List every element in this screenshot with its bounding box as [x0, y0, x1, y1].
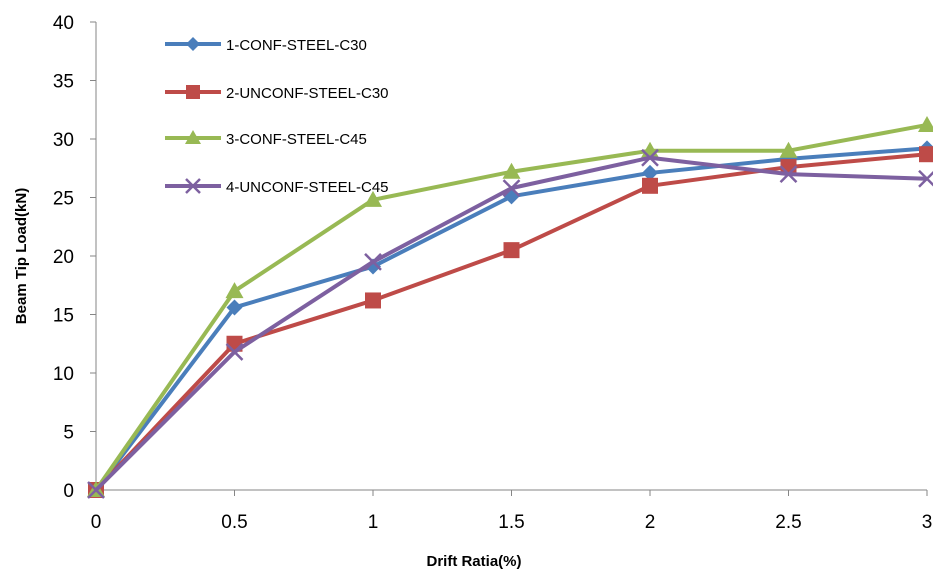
y-tick-label: 40 — [53, 13, 74, 34]
y-tick-label: 15 — [53, 306, 74, 327]
x-marker-stroke — [918, 171, 933, 188]
legend-marker — [185, 130, 201, 144]
x-tick-label: 0 — [91, 512, 102, 533]
y-tick-label: 20 — [53, 247, 74, 268]
y-tick-label: 30 — [53, 130, 74, 151]
data-point — [502, 162, 521, 179]
x-tick-label: 2 — [645, 512, 656, 533]
x-tick-label: 1.5 — [498, 512, 524, 533]
series-line — [94, 122, 928, 492]
legend-marker — [185, 178, 201, 194]
data-point — [365, 292, 381, 309]
data-point — [919, 146, 933, 163]
x-marker-stroke — [779, 165, 798, 183]
legend-label: 4-UNCONF-STEEL-C45 — [226, 179, 389, 196]
data-point — [226, 299, 243, 316]
y-axis-title: Beam Tip Load(kN) — [13, 188, 30, 324]
legend-marker — [186, 85, 200, 99]
data-point — [225, 282, 244, 299]
data-point — [642, 164, 658, 181]
x-tick-label: 1 — [368, 512, 379, 533]
x-marker-stroke — [87, 481, 105, 499]
data-point — [642, 177, 658, 194]
legend-item: 3-CONF-STEEL-C45 — [165, 130, 367, 148]
x-tick-label: 0.5 — [221, 512, 247, 533]
data-point — [918, 115, 933, 132]
data-point — [779, 165, 798, 183]
x-tick-label: 3 — [922, 512, 933, 533]
data-point — [779, 141, 798, 158]
data-point — [87, 481, 105, 499]
x-marker-stroke — [641, 148, 659, 167]
data-point — [225, 343, 244, 361]
data-point — [641, 148, 659, 167]
x-marker-stroke — [185, 178, 201, 194]
data-point — [503, 242, 520, 259]
y-tick-label: 5 — [63, 423, 74, 444]
x-marker-stroke — [364, 252, 382, 271]
y-tick-label: 25 — [53, 189, 74, 210]
y-tick-label: 35 — [53, 72, 74, 93]
series-layer — [87, 115, 933, 499]
axes: 0 5 10 15 20 25 30 35 40 0 0.5 1 1.5 2 2.5 3 — [53, 13, 932, 533]
x-axis-title: Drift Ratia(%) — [426, 553, 521, 570]
series-4 — [87, 148, 933, 499]
y-tick-label: 0 — [63, 481, 74, 502]
legend: 1-CONF-STEEL-C30 2-UNCONF-STEEL-C30 3-CONF… — [165, 37, 389, 196]
legend-label: 1-CONF-STEEL-C30 — [226, 37, 367, 54]
legend-label: 2-UNCONF-STEEL-C30 — [226, 85, 389, 102]
data-point — [918, 169, 933, 188]
series-line — [94, 152, 928, 492]
y-tick-label: 10 — [53, 364, 74, 385]
legend-item: 1-CONF-STEEL-C30 — [165, 37, 367, 54]
x-tick-label: 2.5 — [775, 512, 801, 533]
legend-item: 4-UNCONF-STEEL-C45 — [165, 178, 389, 196]
x-marker-stroke — [502, 179, 521, 198]
x-marker-stroke — [225, 343, 244, 361]
legend-label: 3-CONF-STEEL-C45 — [226, 131, 367, 148]
legend-marker — [186, 37, 200, 51]
legend-item: 2-UNCONF-STEEL-C30 — [165, 85, 389, 102]
data-point — [364, 190, 382, 207]
data-point — [502, 179, 521, 198]
data-point — [364, 252, 382, 271]
